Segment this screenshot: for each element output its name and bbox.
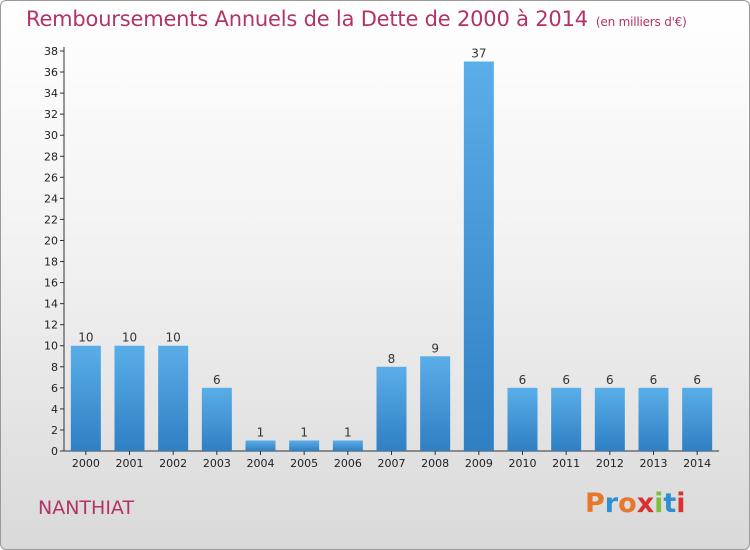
y-tick-label: 22 [44, 213, 58, 226]
y-tick-label: 26 [44, 171, 58, 184]
y-tick-label: 34 [44, 87, 58, 100]
logo-letter: i [676, 488, 686, 519]
data-label: 37 [471, 47, 486, 61]
data-label: 6 [650, 373, 658, 387]
y-tick-label: 0 [51, 445, 58, 458]
bar [289, 440, 320, 451]
x-tick-label: 2000 [72, 457, 100, 470]
bar [114, 345, 145, 451]
chart-title-text: Remboursements Annuels de la Dette de 20… [26, 7, 588, 31]
x-tick-label: 2012 [596, 457, 624, 470]
data-label: 6 [562, 373, 570, 387]
y-tick-label: 2 [51, 424, 58, 437]
y-tick-label: 20 [44, 234, 58, 247]
logo-letter: r [604, 488, 619, 519]
y-tick-label: 10 [44, 340, 58, 353]
data-label: 10 [122, 331, 137, 345]
x-tick-label: 2006 [334, 457, 362, 470]
x-tick-label: 2011 [552, 457, 580, 470]
data-label: 10 [78, 331, 93, 345]
bar [245, 440, 276, 451]
x-tick-label: 2009 [465, 457, 493, 470]
y-tick-label: 24 [44, 192, 58, 205]
data-label: 1 [257, 425, 265, 439]
y-tick-label: 36 [44, 66, 58, 79]
logo-letter: t [663, 488, 677, 519]
bar [463, 61, 494, 452]
data-label: 9 [431, 341, 439, 355]
x-tick-label: 2013 [640, 457, 668, 470]
x-tick-label: 2010 [509, 457, 537, 470]
chart-subtitle: (en milliers d'€) [595, 15, 687, 29]
proxiti-logo: Proxiti [585, 488, 686, 519]
bar [201, 387, 232, 451]
logo-letter: P [585, 488, 605, 519]
bar [638, 387, 669, 451]
bar [551, 387, 582, 451]
x-tick-label: 2004 [247, 457, 275, 470]
x-tick-label: 2014 [683, 457, 711, 470]
bar [158, 345, 189, 451]
y-tick-label: 4 [51, 403, 58, 416]
data-label: 1 [344, 425, 352, 439]
x-tick-label: 2008 [421, 457, 449, 470]
y-tick-label: 38 [44, 45, 58, 58]
data-label: 6 [693, 373, 701, 387]
logo-letter: x [636, 488, 655, 519]
bar [332, 440, 363, 451]
data-label: 10 [166, 331, 181, 345]
data-label: 6 [519, 373, 527, 387]
y-tick-label: 32 [44, 108, 58, 121]
data-label: 1 [300, 425, 308, 439]
logo-letter: o [618, 488, 637, 519]
y-tick-label: 8 [51, 361, 58, 374]
x-tick-label: 2007 [378, 457, 406, 470]
data-label: 8 [388, 352, 396, 366]
bars: 10 10 10 6 1 1 1 8 9 37 6 6 6 6 6 [70, 47, 713, 452]
x-tick-label: 2002 [159, 457, 187, 470]
commune-name: NANTHIAT [38, 497, 135, 519]
bar [682, 387, 713, 451]
bar [70, 345, 101, 451]
y-tick-label: 14 [44, 298, 58, 311]
x-tick-label: 2003 [203, 457, 231, 470]
y-tick-label: 28 [44, 150, 58, 163]
y-tick-label: 18 [44, 256, 58, 269]
bar [420, 356, 451, 451]
x-tick-label: 2005 [290, 457, 318, 470]
chart-title: Remboursements Annuels de la Dette de 20… [26, 7, 687, 31]
y-tick-label: 16 [44, 277, 58, 290]
data-label: 6 [606, 373, 614, 387]
y-tick-label: 12 [44, 319, 58, 332]
logo-letter: i [654, 488, 664, 519]
x-tick-label: 2001 [116, 457, 144, 470]
y-tick-label: 6 [51, 382, 58, 395]
data-label: 6 [213, 373, 221, 387]
bar [594, 387, 625, 451]
bar [507, 387, 538, 451]
y-tick-label: 30 [44, 129, 58, 142]
bar [376, 366, 407, 451]
